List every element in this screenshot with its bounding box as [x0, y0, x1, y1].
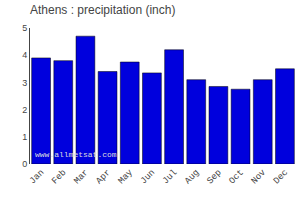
svg-text:0: 0 — [22, 159, 27, 169]
svg-text:Athens : precipitation (inch): Athens : precipitation (inch) — [30, 3, 175, 17]
svg-text:Jan: Jan — [28, 168, 47, 187]
svg-text:May: May — [117, 167, 136, 186]
svg-text:1: 1 — [22, 132, 27, 142]
svg-text:Nov: Nov — [250, 167, 269, 186]
svg-text:2: 2 — [22, 105, 27, 115]
svg-text:Mar: Mar — [72, 168, 91, 187]
svg-text:3: 3 — [22, 78, 27, 88]
svg-text:5: 5 — [22, 23, 27, 33]
svg-text:Feb: Feb — [50, 168, 69, 187]
svg-text:Jun: Jun — [139, 168, 158, 187]
svg-text:Oct: Oct — [227, 168, 246, 187]
svg-text:Apr: Apr — [94, 168, 113, 187]
svg-text:Dec: Dec — [272, 168, 291, 187]
svg-text:Sep: Sep — [205, 168, 224, 187]
svg-text:Jul: Jul — [161, 168, 180, 187]
svg-text:Aug: Aug — [183, 168, 202, 187]
svg-text:4: 4 — [22, 50, 27, 60]
svg-text:www.allmetsat.com: www.allmetsat.com — [35, 150, 117, 159]
